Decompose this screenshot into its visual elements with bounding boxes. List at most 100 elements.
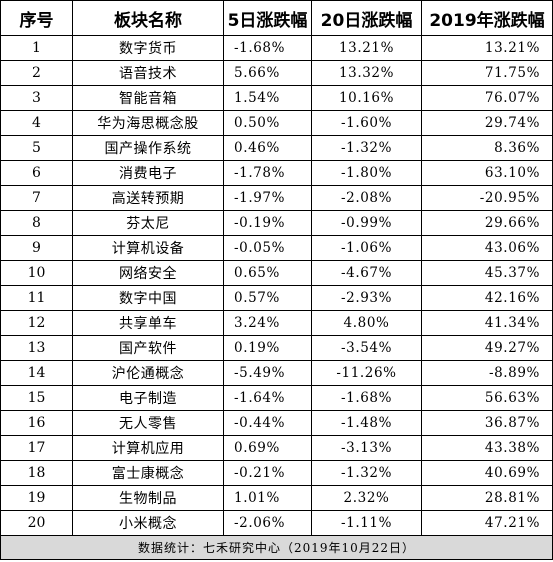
table-row: 9 计算机设备 -0.05% -1.06% 43.06% (0, 235, 553, 261)
cell-sector-name: 数字货币 (72, 35, 224, 61)
cell-seq: 14 (0, 360, 73, 386)
table-row: 2 语音技术 5.66% 13.32% 71.75% (0, 60, 553, 86)
cell-seq: 6 (0, 160, 73, 186)
cell-5day-change: -2.06% (223, 510, 312, 536)
cell-20day-change: -1.06% (311, 235, 422, 261)
data-source-note: 数据统计：七禾研究中心（2019年10月22日） (0, 535, 553, 560)
cell-20day-change: -2.93% (311, 285, 422, 311)
header-row: 序号 板块名称 5日涨跌幅 20日涨跌幅 2019年涨跌幅 (0, 0, 553, 36)
cell-2019-change: 8.36% (421, 135, 553, 161)
table-row: 1 数字货币 -1.68% 13.21% 13.21% (0, 35, 553, 61)
cell-20day-change: -2.08% (311, 185, 422, 211)
cell-sector-name: 数字中国 (72, 285, 224, 311)
cell-2019-change: 45.37% (421, 260, 553, 286)
cell-5day-change: 0.65% (223, 260, 312, 286)
cell-2019-change: 36.87% (421, 410, 553, 436)
table-row: 4 华为海思概念股 0.50% -1.60% 29.74% (0, 110, 553, 136)
table-row: 16 无人零售 -0.44% -1.48% 36.87% (0, 410, 553, 436)
cell-5day-change: -0.21% (223, 460, 312, 486)
cell-5day-change: -0.44% (223, 410, 312, 436)
cell-5day-change: 1.01% (223, 485, 312, 511)
cell-5day-change: 0.69% (223, 435, 312, 461)
cell-seq: 9 (0, 235, 73, 261)
cell-sector-name: 生物制品 (72, 485, 224, 511)
cell-sector-name: 计算机应用 (72, 435, 224, 461)
cell-sector-name: 富士康概念 (72, 460, 224, 486)
table-row: 11 数字中国 0.57% -2.93% 42.16% (0, 285, 553, 311)
cell-2019-change: 63.10% (421, 160, 553, 186)
cell-sector-name: 消费电子 (72, 160, 224, 186)
cell-5day-change: 0.46% (223, 135, 312, 161)
cell-sector-name: 语音技术 (72, 60, 224, 86)
table-row: 19 生物制品 1.01% 2.32% 28.81% (0, 485, 553, 511)
cell-2019-change: 13.21% (421, 35, 553, 61)
table-body: 1 数字货币 -1.68% 13.21% 13.21% 2 语音技术 5.66% 13.32% 7… (0, 35, 553, 536)
cell-sector-name: 高送转预期 (72, 185, 224, 211)
header-5day-change: 5日涨跌幅 (223, 0, 312, 36)
cell-seq: 5 (0, 135, 73, 161)
cell-sector-name: 计算机设备 (72, 235, 224, 261)
table-header: 序号 板块名称 5日涨跌幅 20日涨跌幅 2019年涨跌幅 (0, 0, 553, 36)
cell-sector-name: 国产操作系统 (72, 135, 224, 161)
cell-20day-change: 2.32% (311, 485, 422, 511)
cell-20day-change: -3.13% (311, 435, 422, 461)
cell-sector-name: 电子制造 (72, 385, 224, 411)
cell-5day-change: 0.57% (223, 285, 312, 311)
cell-seq: 15 (0, 385, 73, 411)
cell-5day-change: 0.50% (223, 110, 312, 136)
cell-seq: 20 (0, 510, 73, 536)
cell-sector-name: 无人零售 (72, 410, 224, 436)
cell-sector-name: 国产软件 (72, 335, 224, 361)
cell-seq: 3 (0, 85, 73, 111)
table-row: 17 计算机应用 0.69% -3.13% 43.38% (0, 435, 553, 461)
cell-20day-change: 13.21% (311, 35, 422, 61)
table-row: 15 电子制造 -1.64% -1.68% 56.63% (0, 385, 553, 411)
cell-sector-name: 智能音箱 (72, 85, 224, 111)
cell-2019-change: -20.95% (421, 185, 553, 211)
cell-2019-change: 47.21% (421, 510, 553, 536)
cell-2019-change: 76.07% (421, 85, 553, 111)
cell-20day-change: -4.67% (311, 260, 422, 286)
cell-20day-change: 4.80% (311, 310, 422, 336)
cell-5day-change: -0.19% (223, 210, 312, 236)
cell-5day-change: -5.49% (223, 360, 312, 386)
header-20day-change: 20日涨跌幅 (311, 0, 422, 36)
cell-20day-change: -0.99% (311, 210, 422, 236)
cell-20day-change: 13.32% (311, 60, 422, 86)
cell-2019-change: 43.38% (421, 435, 553, 461)
cell-2019-change: 42.16% (421, 285, 553, 311)
cell-2019-change: 29.74% (421, 110, 553, 136)
cell-seq: 18 (0, 460, 73, 486)
cell-5day-change: -1.68% (223, 35, 312, 61)
cell-20day-change: -1.48% (311, 410, 422, 436)
cell-20day-change: -1.68% (311, 385, 422, 411)
cell-5day-change: 3.24% (223, 310, 312, 336)
cell-seq: 11 (0, 285, 73, 311)
table-row: 13 国产软件 0.19% -3.54% 49.27% (0, 335, 553, 361)
cell-20day-change: -3.54% (311, 335, 422, 361)
cell-5day-change: -0.05% (223, 235, 312, 261)
cell-20day-change: -1.60% (311, 110, 422, 136)
cell-20day-change: -1.32% (311, 460, 422, 486)
cell-20day-change: -1.80% (311, 160, 422, 186)
cell-2019-change: -8.89% (421, 360, 553, 386)
cell-20day-change: 10.16% (311, 85, 422, 111)
cell-seq: 2 (0, 60, 73, 86)
cell-seq: 13 (0, 335, 73, 361)
cell-2019-change: 29.66% (421, 210, 553, 236)
table-row: 7 高送转预期 -1.97% -2.08% -20.95% (0, 185, 553, 211)
cell-seq: 8 (0, 210, 73, 236)
table-row: 8 芬太尼 -0.19% -0.99% 29.66% (0, 210, 553, 236)
cell-seq: 7 (0, 185, 73, 211)
cell-2019-change: 49.27% (421, 335, 553, 361)
cell-2019-change: 40.69% (421, 460, 553, 486)
header-sector-name: 板块名称 (72, 0, 224, 36)
cell-sector-name: 华为海思概念股 (72, 110, 224, 136)
cell-5day-change: 1.54% (223, 85, 312, 111)
cell-sector-name: 小米概念 (72, 510, 224, 536)
cell-5day-change: -1.78% (223, 160, 312, 186)
cell-5day-change: -1.97% (223, 185, 312, 211)
cell-sector-name: 网络安全 (72, 260, 224, 286)
cell-2019-change: 71.75% (421, 60, 553, 86)
